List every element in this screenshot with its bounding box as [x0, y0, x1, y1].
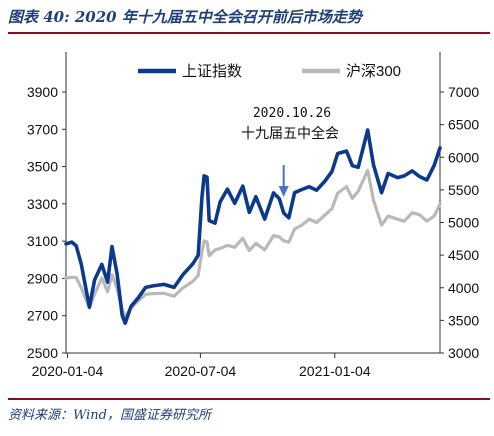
y-left-tick-label: 3100: [27, 233, 58, 249]
figure-title: 图表 40: 2020 年十九届五中全会召开前后市场走势: [8, 8, 362, 26]
y-left-tick-label: 3700: [27, 121, 58, 137]
x-tick-label: 2021-01-04: [299, 363, 371, 379]
y-right-tick-label: 5500: [448, 182, 479, 198]
y-right-tick-label: 6000: [448, 149, 479, 165]
line-chart: 2500 2700 2900 3100 3300 3500 3700 3900 3000 3500…: [27, 52, 479, 379]
figure-title-bar: 图表 40: 2020 年十九届五中全会召开前后市场走势: [8, 2, 490, 34]
legend-label-csi300: 沪深300: [346, 63, 401, 80]
series-line-csi300: [64, 168, 442, 319]
y-right-tick-label: 7000: [448, 84, 479, 100]
y-right-tick-label: 4000: [448, 280, 479, 296]
y-left-tick-label: 2700: [27, 308, 58, 324]
y-left-tick-label: 3300: [27, 196, 58, 212]
y-right-tick-label: 3500: [448, 312, 479, 328]
y-left-tick-label: 3500: [27, 159, 58, 175]
x-tick-label: 2020-07-04: [165, 363, 237, 379]
annotation-arrow-head: [278, 186, 289, 197]
annotation-date: 2020.10.26: [253, 106, 331, 121]
footer-rule: [8, 398, 490, 400]
x-tick-label: 2020-01-04: [32, 363, 104, 379]
legend-label-shanghai-composite: 上证指数: [182, 63, 242, 80]
y-left-tick-label: 2500: [27, 345, 58, 361]
series-line-shanghai-composite: [64, 128, 442, 326]
annotation-label: 十九届五中全会: [241, 125, 339, 141]
y-right-tick-label: 3000: [448, 345, 479, 361]
y-left-tick-label: 3900: [27, 84, 58, 100]
y-right-tick-label: 5000: [448, 215, 479, 231]
y-left-tick-label: 2900: [27, 270, 58, 286]
y-right-tick-label: 4500: [448, 247, 479, 263]
y-right-tick-label: 6500: [448, 117, 479, 133]
source-note: 资料来源：Wind，国盛证券研究所: [8, 408, 211, 423]
